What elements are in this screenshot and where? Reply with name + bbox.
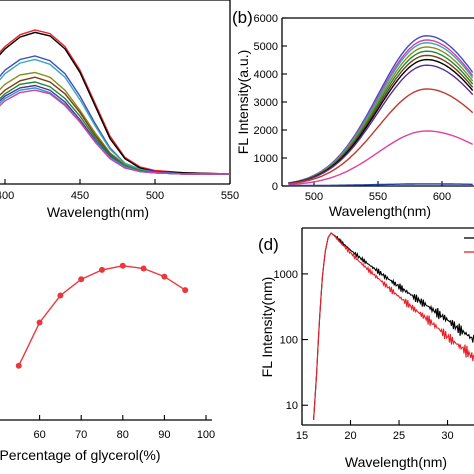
panel-a-x-tick-label: 450 <box>71 190 89 202</box>
panel-b-series-6 <box>288 58 474 185</box>
panel-b-y-tick-label: 1000 <box>254 153 278 165</box>
panel-c-point <box>78 276 85 283</box>
panel-a-series-6 <box>0 81 230 175</box>
panel-d-y-label: FL Intensity(nm) <box>259 277 275 378</box>
panel-c-x-tick-label: 100 <box>197 429 215 441</box>
panel-b-series-10 <box>288 183 473 187</box>
panel-b-y-tick-label: 6000 <box>254 13 278 25</box>
panel-a-x-tick-label: 550 <box>221 190 239 202</box>
panel-b-y-tick-label: 2000 <box>254 125 278 137</box>
panel-c-point <box>36 319 43 326</box>
panel-b-x-tick-label: 500 <box>305 191 323 203</box>
panel-d-x-tick-label: 20 <box>344 430 356 442</box>
panel-b-series-5 <box>288 54 474 184</box>
panel-c-point <box>119 262 126 269</box>
panel-d-x-label: Wavelength(nm) <box>345 454 447 470</box>
panel-b: 0 1000 2000 3000 4000 5000 6000 500 550 600 (b) W… <box>232 8 474 219</box>
panel-b-series-3 <box>288 46 474 184</box>
panel-b-x-tick-label: 550 <box>369 191 387 203</box>
panel-c-point <box>161 273 168 280</box>
panel-b-series-9 <box>288 130 474 186</box>
panel-d-series-1 <box>313 232 474 420</box>
panel-a-series-0 <box>0 29 231 175</box>
panel-c-point <box>15 362 22 369</box>
panel-a-series-1 <box>0 31 231 175</box>
panel-a-series-9 <box>0 89 230 175</box>
panel-b-y-tick-label: 3000 <box>254 97 278 109</box>
panel-b-y-tick-label: 0 <box>272 181 278 193</box>
panel-b-label: (b) <box>232 8 253 27</box>
panel-c-point <box>140 265 147 272</box>
panel-a-x-tick-label: 400 <box>0 190 14 202</box>
panel-b-y-tick-label: 4000 <box>254 69 278 81</box>
panel-d-x-tick-label: 15 <box>296 430 308 442</box>
panel-b-y-tick-label: 5000 <box>254 41 278 53</box>
panel-c-x-tick-label: 90 <box>158 429 170 441</box>
panel-a-x-label: Wavelength(nm) <box>47 204 149 220</box>
panel-d-y-tick-label: 10 <box>286 400 298 412</box>
panel-c-x-tick-label: 60 <box>33 429 45 441</box>
panel-d-label: (d) <box>258 235 279 254</box>
panel-d-y-tick-label: 1000 <box>274 269 298 281</box>
panel-b-series-8 <box>288 88 474 185</box>
panel-b-x-tick-label: 600 <box>433 191 451 203</box>
panel-d-x-tick-label: 30 <box>441 430 453 442</box>
panel-a: 400 450 500 550 Wavelength(nm) <box>0 0 239 220</box>
panel-a-x-tick-label: 500 <box>146 190 164 202</box>
panel-d-x-tick-label: 25 <box>393 430 405 442</box>
panel-c-point <box>57 292 64 299</box>
panel-d-y-tick-label: 100 <box>280 335 298 347</box>
panel-c-x-tick-label: 80 <box>117 429 129 441</box>
panel-c-x-tick-label: 70 <box>75 429 87 441</box>
panel-b-y-label: FL Intensity(a.u.) <box>235 50 251 155</box>
panel-c-point <box>99 266 105 273</box>
panel-b-x-label: Wavelength(nm) <box>329 203 431 219</box>
panel-a-series-3 <box>0 58 230 175</box>
panel-d-series-0 <box>313 232 474 420</box>
panel-c-line <box>18 265 186 367</box>
panel-c-x-label: Percentage of glycerol(%) <box>0 447 161 463</box>
panel-d: 10 100 1000 15 20 25 30 (d) Wavelength(nm) FL … <box>258 227 474 470</box>
panel-b-series-2 <box>288 42 474 184</box>
panel-c: 60 70 80 90 100 Percentage of glycerol(%) <box>0 262 215 463</box>
panel-b-series-7 <box>288 64 474 185</box>
panel-c-point <box>182 287 189 294</box>
